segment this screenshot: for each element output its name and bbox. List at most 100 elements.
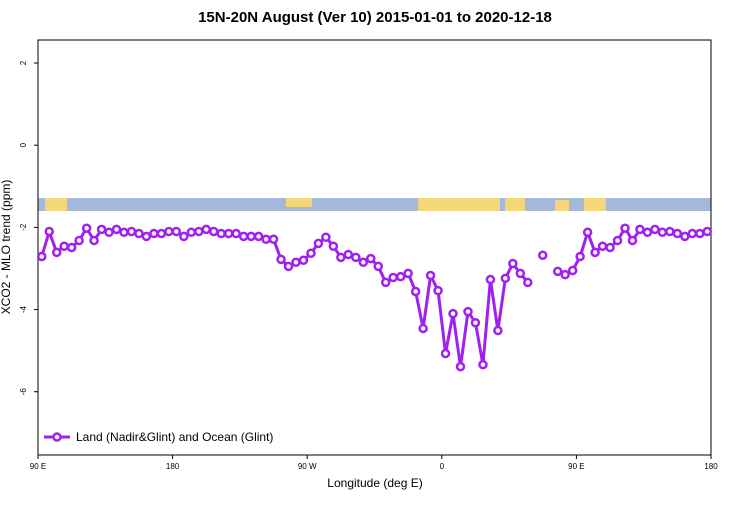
y-tick-label: -4 (19, 305, 28, 313)
data-point (455, 361, 466, 372)
data-point (313, 238, 324, 249)
data-point (538, 250, 548, 261)
data-point (223, 228, 234, 239)
x-tick-label: 180 (166, 462, 180, 471)
data-point (194, 226, 204, 237)
data-point (515, 268, 526, 279)
data-point (418, 323, 428, 334)
data-point (358, 257, 369, 268)
data-point (687, 228, 698, 239)
x-axis-title: Longitude (deg E) (327, 476, 422, 490)
data-point (493, 325, 503, 336)
data-point (702, 226, 713, 237)
data-point (657, 227, 668, 238)
data-point (238, 231, 249, 242)
data-point (635, 224, 645, 235)
data-point (627, 235, 638, 246)
data-point (410, 286, 421, 297)
data-point (582, 227, 593, 238)
data-point (141, 231, 152, 242)
y-axis-title: XCO2 - MLO trend (ppm) (0, 180, 13, 315)
data-point (523, 277, 533, 288)
x-tick-label: 0 (440, 462, 445, 471)
data-point (433, 285, 443, 296)
data-point (44, 226, 54, 237)
data-point (508, 258, 518, 269)
data-point (156, 228, 167, 239)
data-point (149, 228, 159, 239)
data-point (208, 226, 219, 237)
y-tick-label: 2 (19, 60, 28, 65)
data-point (612, 235, 623, 246)
data-point (380, 277, 391, 288)
data-point (672, 228, 683, 239)
data-point (51, 247, 62, 258)
data-point (620, 223, 630, 233)
data-point (425, 270, 436, 281)
data-point (680, 231, 690, 242)
data-point (253, 231, 264, 242)
data-point (567, 265, 578, 276)
data-point (395, 271, 406, 282)
data-point (268, 234, 279, 245)
x-tick-label: 90 E (30, 462, 46, 471)
data-point (470, 317, 481, 328)
legend-marker (52, 432, 62, 442)
data-point (291, 257, 301, 268)
x-tick-label: 90 E (568, 462, 584, 471)
data-point (164, 226, 174, 237)
data-point (186, 227, 197, 238)
data-point (96, 224, 107, 235)
data-point (59, 241, 69, 252)
chart-title: 15N-20N August (Ver 10) 2015-01-01 to 20… (198, 9, 552, 26)
data-point (36, 251, 47, 262)
y-tick-label: -2 (19, 223, 28, 231)
data-point (665, 226, 675, 237)
data-point (328, 241, 339, 252)
data-point (246, 231, 256, 242)
data-point (216, 228, 226, 239)
data-point (119, 227, 129, 238)
data-point (231, 228, 241, 239)
data-point (373, 261, 383, 272)
data-point (463, 306, 473, 317)
data-point (478, 359, 488, 370)
data-point (66, 242, 77, 253)
data-point (605, 242, 615, 253)
data-point (590, 247, 600, 258)
data-point (104, 227, 114, 238)
data-point (642, 227, 653, 238)
data-point (111, 224, 122, 235)
data-point (448, 308, 458, 319)
data-point (440, 348, 451, 359)
y-tick-label: 0 (19, 142, 28, 147)
data-point (89, 235, 99, 246)
x-tick-label: 180 (704, 462, 718, 471)
data-point (500, 273, 511, 284)
y-tick-label: -6 (19, 388, 28, 396)
data-point (351, 252, 361, 263)
data-point (343, 249, 354, 260)
data-point (336, 252, 346, 263)
data-point (306, 248, 316, 259)
data-point (575, 251, 585, 262)
data-point (179, 231, 189, 242)
data-point (283, 261, 294, 272)
data-point (321, 232, 331, 242)
data-point (81, 223, 92, 233)
legend-label: Land (Nadir&Glint) and Ocean (Glint) (76, 430, 273, 444)
data-point (366, 253, 376, 264)
data-point (485, 274, 496, 285)
data-point (261, 234, 271, 245)
x-tick-label: 90 W (298, 462, 317, 471)
data-point (403, 268, 413, 279)
data-point (201, 224, 211, 235)
data-point (388, 272, 398, 283)
data-point (560, 269, 570, 280)
data-point (276, 254, 286, 265)
data-point (126, 226, 137, 237)
data-point (171, 226, 182, 237)
data-point (74, 235, 84, 246)
data-point (695, 228, 705, 239)
data-point (298, 255, 309, 265)
